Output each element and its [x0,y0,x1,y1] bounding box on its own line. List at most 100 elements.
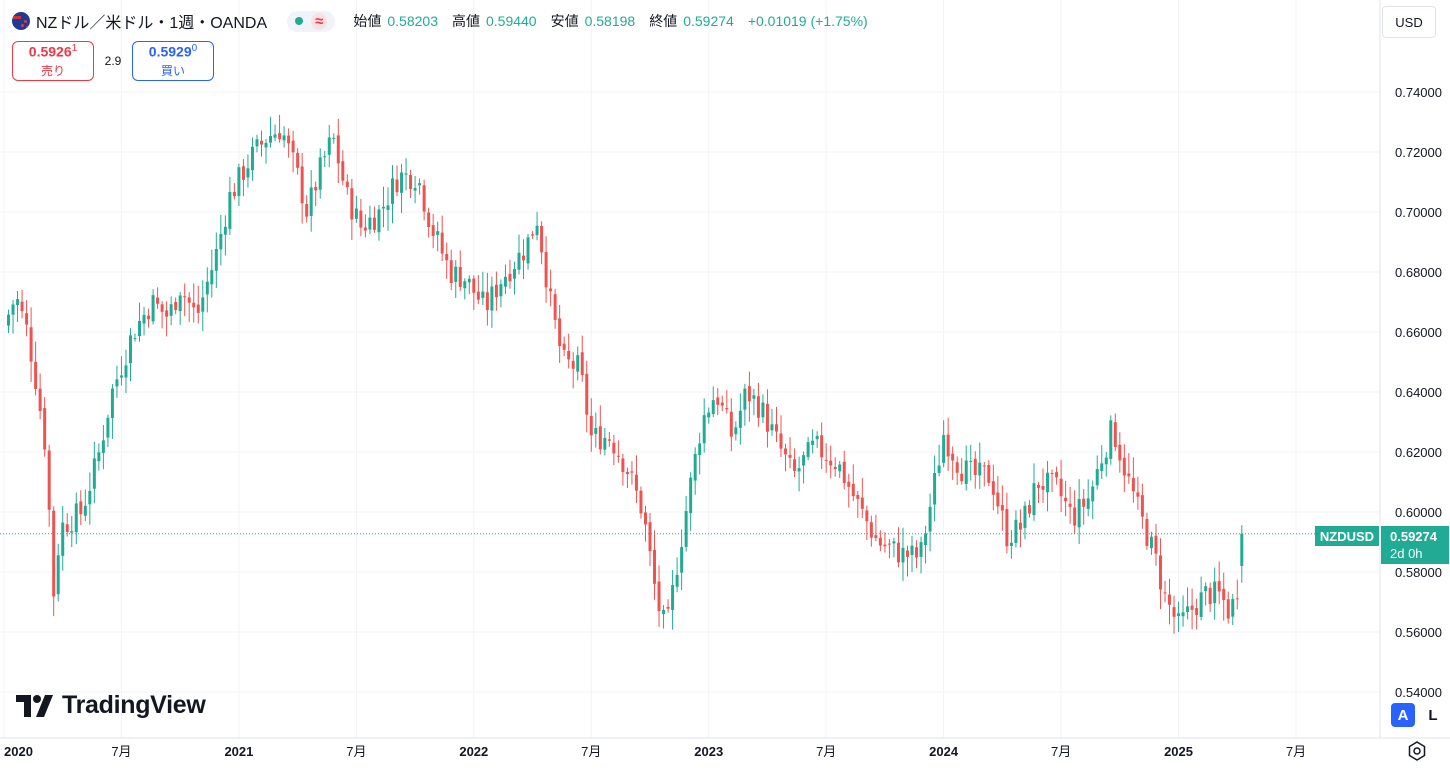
candle-body [1050,472,1054,474]
tradingview-logo-text: TradingView [62,691,206,719]
candle-body [314,186,318,191]
settings-gear-icon[interactable] [1407,741,1427,761]
candle-body [70,531,74,533]
candle-body [74,503,78,533]
candle-body [901,547,905,563]
candle-body [79,501,83,515]
candle-body [259,140,263,145]
candle-body [309,187,313,216]
candle-body [25,313,29,325]
candle-body [458,267,462,287]
candle-body [1037,485,1041,488]
candle-body [698,443,702,456]
x-tick-label: 2023 [694,744,723,759]
candle-body [960,473,964,482]
candle-body [1213,581,1217,604]
candle-body [765,403,769,432]
candle-body [756,396,760,418]
candle-body [1222,588,1226,601]
candle-body [924,533,928,545]
candle-body [643,512,647,525]
candle-body [255,139,259,147]
sell-button[interactable]: 0.59261 売り [12,41,94,81]
candle-body [101,440,105,453]
candle-body [634,474,638,491]
candle-body [978,462,982,476]
last-price-tag: 0.59274 2d 0h [1381,526,1449,564]
candle-body [942,435,946,463]
high-label: 高値 [451,13,480,29]
candle-body [296,152,300,168]
candle-body [1032,483,1036,516]
y-tick-label: 0.56000 [1395,625,1442,640]
candle-body [517,252,521,270]
candle-body [770,424,774,431]
candle-body [336,135,340,164]
candle-body [1014,519,1018,543]
x-tick-label: 7月 [816,744,836,759]
candle-body [788,454,792,458]
candle-body [896,542,900,563]
symbol-title[interactable]: NZドル／米ドル・1週・OANDA [36,15,268,32]
candle-body [612,442,616,454]
currency-selector[interactable]: USD [1382,6,1436,38]
x-tick-label: 2021 [224,744,253,759]
candle-body [34,361,38,389]
auto-scale-button[interactable]: A [1391,703,1415,727]
candle-body [887,543,891,545]
candle-body [1000,504,1004,511]
candle-body [639,490,643,514]
price-axis[interactable]: 0.74000 0.72000 0.70000 0.68000 0.66000 0.640… [1395,85,1442,700]
candle-body [160,304,164,312]
time-axis[interactable]: 2020 7月 2021 7月 2022 7月 2023 7月 2024 7月 2025 7月 [4,744,1306,759]
candle-body [124,365,128,378]
candle-body [165,310,169,317]
candle-body [345,181,349,188]
log-scale-button[interactable]: L [1421,703,1445,727]
candle-body [1077,498,1081,528]
tradingview-logo[interactable]: TradingView [16,691,206,720]
market-status[interactable]: ≈ [287,10,336,32]
x-tick-label: 7月 [1051,744,1071,759]
candle-body [662,609,666,615]
candle-body [1041,485,1045,490]
candle-body [653,549,657,584]
candle-body [1177,613,1181,617]
candle-body [494,284,498,298]
buy-price: 0.5929 [148,43,192,60]
candle-body [1181,612,1185,617]
candle-body [1136,492,1140,497]
candle-body [630,471,634,473]
candle-body [761,402,765,418]
market-open-icon [295,17,304,25]
candle-body [752,395,756,399]
candle-body [1064,497,1068,502]
candle-body [964,460,968,484]
candle-body [860,497,864,509]
candle-body [625,471,629,475]
candle-body [481,291,485,298]
candle-body [1104,457,1108,465]
candle-body [779,433,783,449]
candle-body [937,465,941,473]
candle-body [811,440,815,446]
buy-button[interactable]: 0.59290 買い [132,41,214,81]
candle-body [878,537,882,546]
candle-body [431,225,435,236]
candle-body [784,448,788,455]
candle-body [1127,473,1131,477]
candle-body [598,426,602,450]
candle-body [580,352,584,376]
candle-body [214,249,218,271]
candle-body [273,134,277,138]
candle-body [97,452,101,462]
candle-body [982,465,986,467]
candle-body [151,295,155,322]
candle-body [472,278,476,293]
candle-body [377,209,381,233]
candle-body [133,338,137,340]
candle-body [933,473,937,505]
candle-body [1109,420,1113,459]
x-tick-label: 2020 [4,744,33,759]
